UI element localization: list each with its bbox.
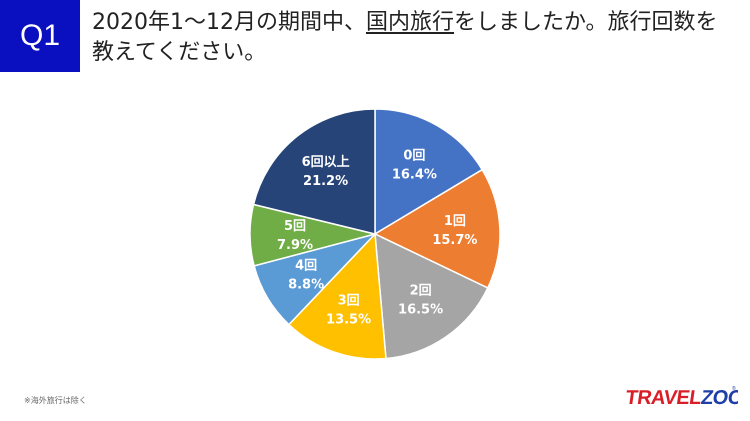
question-title-after: をしましたか。旅行回数を教えてください。 (92, 10, 718, 65)
slice-category-label: 6回以上 (302, 155, 350, 170)
pie-slice-0 (374, 108, 484, 236)
slice-category-label: 0回 (403, 148, 425, 163)
logo-zoo-text: ZOO (700, 387, 738, 409)
slice-category-label: 4回 (295, 259, 317, 274)
slice-category-label: 1回 (444, 214, 466, 229)
pie-slice-6 (252, 108, 376, 235)
question-badge: Q1 (0, 0, 80, 72)
pie-labels: 0回 16.4% 1回 15.7% 2回 16.5% 3回 13.5% 4回 8.8% 5回 7.9%… (277, 148, 477, 327)
slice-category-label: 2回 (410, 284, 432, 299)
slice-value-label: 15.7% (432, 233, 477, 248)
question-title: 2020年1〜12月の期間中、国内旅行をしましたか。旅行回数を教えてください。 (92, 8, 732, 68)
logo-travel-text: TRAVEL (624, 387, 703, 409)
slice-value-label: 16.5% (398, 303, 443, 318)
slice-value-label: 16.4% (392, 167, 437, 182)
slice-value-label: 13.5% (326, 313, 371, 328)
pie-slice-1 (373, 168, 501, 289)
logo-registered-mark: ® (732, 385, 736, 392)
slice-value-label: 7.9% (277, 238, 313, 253)
slice-value-label: 21.2% (303, 174, 348, 189)
slice-category-label: 5回 (284, 219, 306, 234)
pie-slices (249, 108, 501, 360)
svg-text:TRAVELZOO: TRAVELZOO (624, 387, 738, 409)
footnote: ※海外旅行は除く (24, 396, 87, 405)
slice-value-label: 8.8% (288, 278, 324, 293)
slice-category-label: 3回 (338, 294, 360, 309)
question-title-before: 2020年1〜12月の期間中、 (92, 10, 366, 35)
travelzoo-logo: TRAVELZOO ® (624, 385, 738, 409)
pie-slice-2 (374, 232, 489, 360)
pie-slice-3 (287, 232, 387, 360)
question-title-underlined: 国内旅行 (365, 10, 454, 35)
